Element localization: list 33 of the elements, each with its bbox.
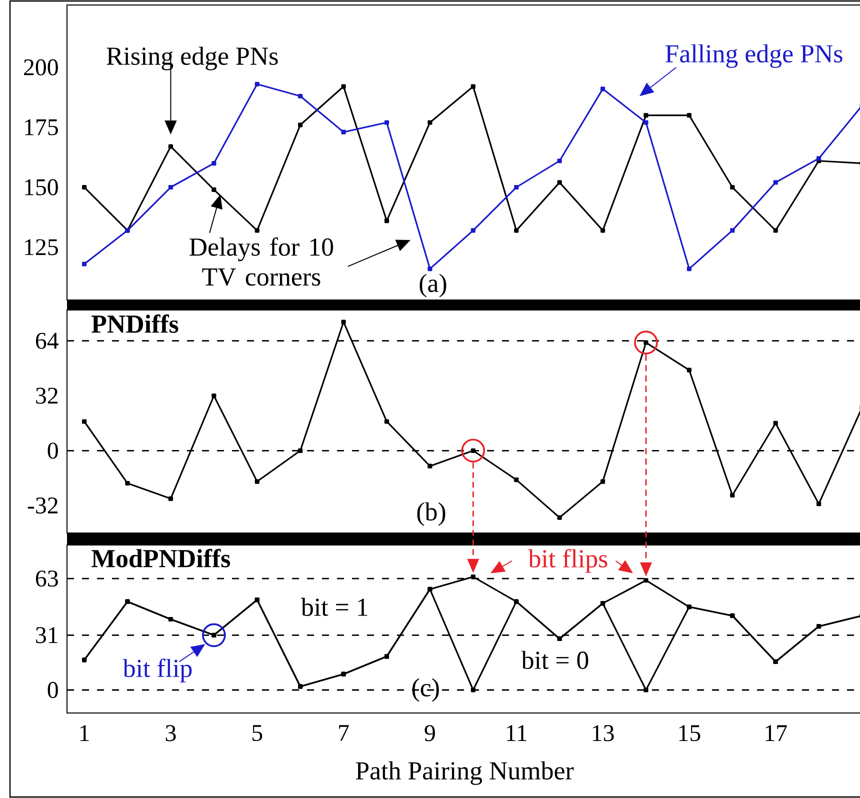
x-tick-label: 13	[592, 725, 614, 742]
annotation: (c)	[412, 678, 439, 702]
annotation: (b)	[417, 502, 446, 526]
y-tick-label: 63	[36, 570, 58, 587]
x-tick-label: 5	[252, 725, 262, 742]
y-tick-label: 150	[25, 179, 58, 196]
annotation: bit = 1	[300, 598, 368, 616]
chart-title: ModPNDiffs	[92, 548, 230, 568]
y-tick-label: 64	[36, 332, 58, 349]
y-tick-label: 175	[25, 119, 58, 136]
annotation: (a)	[420, 274, 446, 298]
annotation: bit flip	[122, 658, 192, 682]
x-tick-label: 15	[679, 725, 700, 742]
x-tick-label: 7	[339, 725, 349, 741]
y-tick-label: 31	[36, 627, 58, 644]
y-tick-label: 0	[48, 682, 58, 698]
x-tick-label: 11	[506, 725, 526, 741]
y-tick-label: 125	[25, 239, 58, 256]
y-tick-label: 32	[36, 388, 58, 404]
annotation: bit flips	[528, 549, 608, 573]
x-tick-label: 3	[166, 725, 176, 742]
series-label: Falling edge PNs	[666, 44, 842, 68]
x-axis-title: Path Pairing Number	[356, 761, 574, 785]
y-tick-label: 0	[48, 442, 58, 459]
text: Rising edge PNs	[106, 46, 278, 70]
annotation: Delays for 10 TV corners	[190, 237, 334, 286]
y-tick-label: -32	[28, 498, 58, 514]
chart-title: PNDiffs	[92, 314, 178, 333]
x-tick-label: 9	[424, 725, 435, 742]
x-tick-label: 17	[766, 725, 787, 741]
annotation: bit = 0	[521, 650, 588, 670]
y-tick-label: 200	[24, 59, 58, 76]
x-tick-label: 1	[80, 725, 89, 741]
